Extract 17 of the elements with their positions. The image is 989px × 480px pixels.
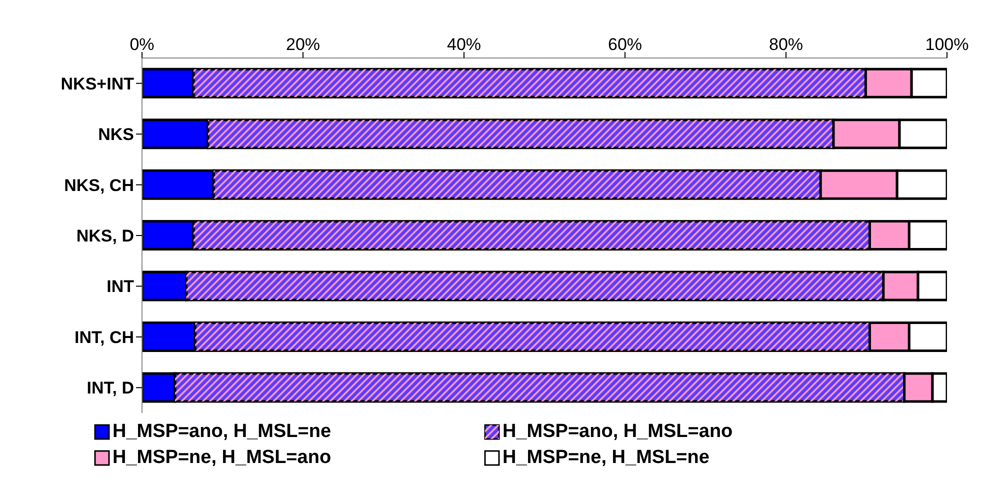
y-tick-label: NKS+INT — [60, 74, 135, 94]
legend-label: H_MSP=ano, H_MSL=ne — [112, 421, 332, 443]
legend-label: H_MSP=ne, H_MSL=ne — [502, 447, 710, 469]
x-tick-label: 0% — [130, 35, 154, 54]
y-tick-label: NKS, CH — [64, 176, 134, 195]
y-tick-label: NKS, D — [76, 226, 134, 246]
y-tick-label: NKS — [98, 125, 134, 144]
x-tick-label: 80% — [768, 35, 804, 54]
x-tick-label: 40% — [446, 35, 482, 54]
legend-label: H_MSP=ne, H_MSL=ano — [112, 447, 332, 469]
y-tick-label: INT, CH — [74, 328, 134, 347]
y-tick-label: INT — [106, 277, 135, 296]
legend-label: H_MSP=ano, H_MSL=ano — [502, 421, 733, 443]
y-tick-label: INT, D — [86, 378, 134, 398]
x-tick-label: 20% — [286, 35, 320, 54]
x-tick-label: 100% — [925, 35, 969, 54]
x-tick-label: 60% — [608, 35, 642, 54]
